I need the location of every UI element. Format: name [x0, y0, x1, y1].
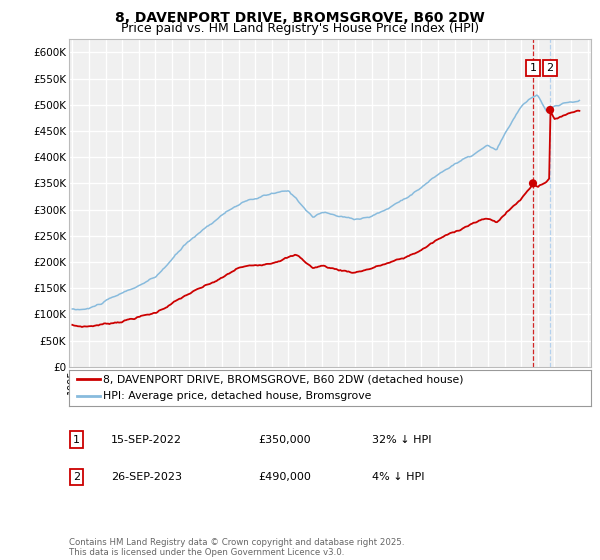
Text: £490,000: £490,000	[258, 472, 311, 482]
Text: 2: 2	[547, 63, 554, 73]
Text: Contains HM Land Registry data © Crown copyright and database right 2025.
This d: Contains HM Land Registry data © Crown c…	[69, 538, 404, 557]
Text: 32% ↓ HPI: 32% ↓ HPI	[372, 435, 431, 445]
Text: 4% ↓ HPI: 4% ↓ HPI	[372, 472, 425, 482]
Text: 8, DAVENPORT DRIVE, BROMSGROVE, B60 2DW (detached house): 8, DAVENPORT DRIVE, BROMSGROVE, B60 2DW …	[103, 375, 463, 384]
Text: 26-SEP-2023: 26-SEP-2023	[111, 472, 182, 482]
Text: 15-SEP-2022: 15-SEP-2022	[111, 435, 182, 445]
Text: 1: 1	[73, 435, 80, 445]
Text: 2: 2	[73, 472, 80, 482]
Text: Price paid vs. HM Land Registry's House Price Index (HPI): Price paid vs. HM Land Registry's House …	[121, 22, 479, 35]
Point	[528, 179, 538, 188]
Text: 1: 1	[529, 63, 536, 73]
Text: £350,000: £350,000	[258, 435, 311, 445]
Point	[545, 105, 555, 114]
Text: 8, DAVENPORT DRIVE, BROMSGROVE, B60 2DW: 8, DAVENPORT DRIVE, BROMSGROVE, B60 2DW	[115, 11, 485, 25]
Text: HPI: Average price, detached house, Bromsgrove: HPI: Average price, detached house, Brom…	[103, 391, 371, 401]
